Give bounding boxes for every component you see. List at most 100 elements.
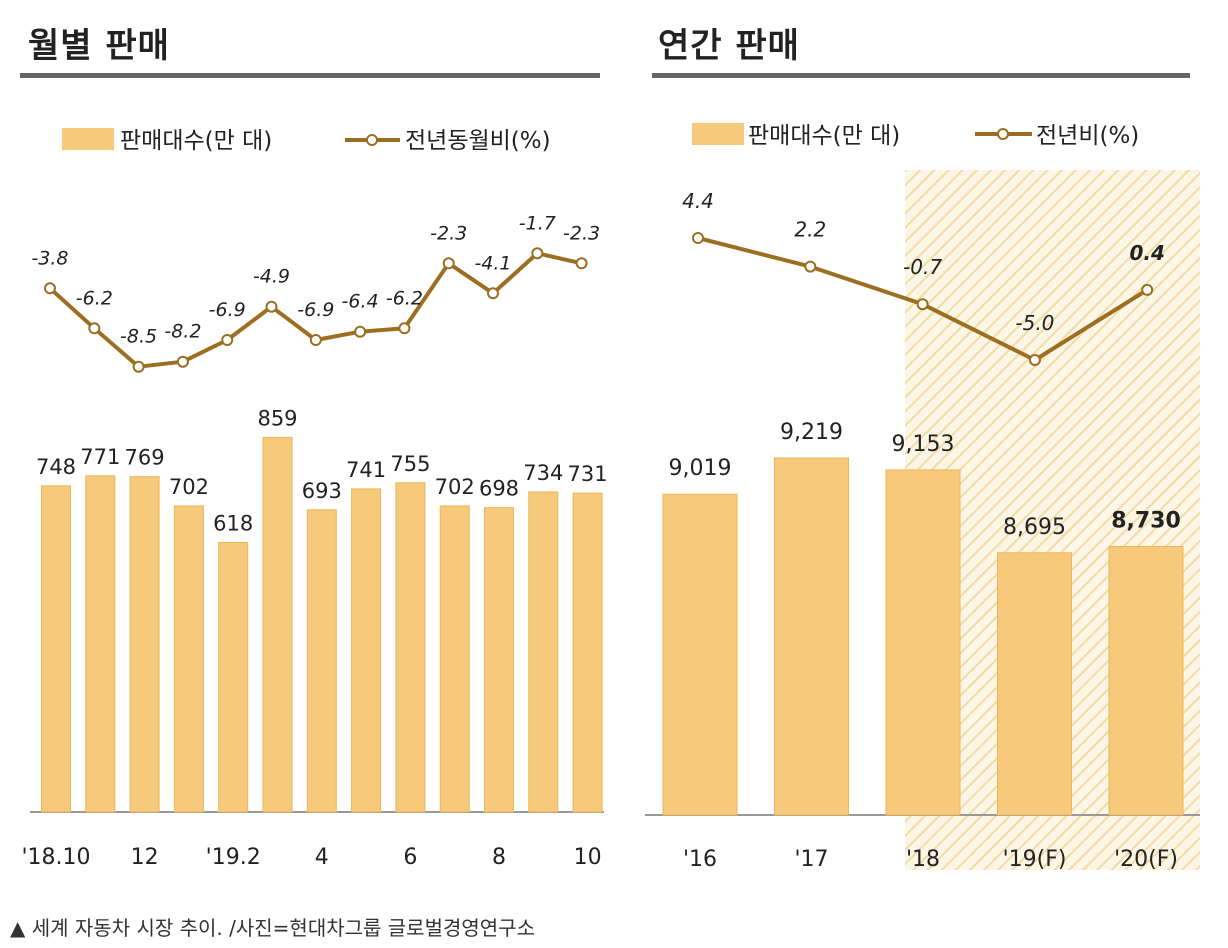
annual-bar [997, 552, 1072, 816]
monthly-bar [572, 492, 603, 813]
monthly-bar [395, 482, 426, 813]
monthly-bar [351, 488, 382, 813]
monthly-bar-label: 702 [435, 475, 475, 499]
monthly-line-point [88, 322, 101, 335]
monthly-line-label: -4.1 [474, 252, 511, 274]
monthly-bar [41, 485, 71, 813]
annual-line-label: 4.4 [682, 189, 714, 213]
annual-bar-label: 9,219 [780, 420, 843, 445]
monthly-legend-line-label: 전년동월비(%) [405, 128, 551, 154]
monthly-tick-label: 10 [574, 845, 602, 870]
monthly-line-label: -6.9 [297, 299, 334, 321]
monthly-line-label: -6.2 [76, 287, 113, 309]
annual-bar [885, 469, 961, 816]
monthly-bar-label: 769 [125, 446, 165, 470]
annual-bar [662, 493, 738, 816]
monthly-bar-label: 748 [36, 455, 76, 479]
annual-legend-bar-swatch [692, 123, 744, 145]
monthly-bar [129, 476, 160, 813]
monthly-legend: 판매대수(만 대) 전년동월비(%) [62, 128, 551, 154]
annual-bar [774, 457, 849, 816]
annual-tick-label: '19(F) [1003, 847, 1067, 872]
monthly-line-point [487, 287, 499, 300]
monthly-bar [484, 507, 514, 813]
annual-bar [1108, 546, 1184, 816]
monthly-tick-label: '19.2 [206, 845, 261, 870]
monthly-bar-label: 859 [257, 406, 297, 430]
monthly-line-label: -2.3 [430, 222, 467, 244]
monthly-bar-label: 771 [80, 445, 120, 469]
annual-tick-label: '16 [683, 847, 717, 872]
annual-legend-line-label: 전년비(%) [1036, 123, 1139, 149]
monthly-line-label: -6.9 [209, 299, 246, 321]
monthly-bar [173, 505, 204, 813]
monthly-tick-label: '18.10 [21, 845, 90, 870]
annual-line-point [1141, 283, 1154, 296]
annual-tick-label: '17 [794, 847, 828, 872]
monthly-tick-label: 8 [492, 845, 506, 870]
annual-chart-title: 연간 판매 [658, 26, 800, 66]
monthly-line-point [44, 282, 56, 295]
annual-bar-label: 8,730 [1111, 509, 1181, 534]
annual-tick-label: '20(F) [1114, 847, 1178, 872]
monthly-legend-line-marker [366, 134, 378, 146]
monthly-bar [439, 505, 470, 813]
monthly-bar-label: 698 [479, 477, 519, 501]
monthly-line-point [132, 360, 145, 373]
caption: ▲ 세계 자동차 시장 추이. /사진=현대차그룹 글로벌경영연구소 [10, 916, 535, 940]
monthly-tick-label: 6 [403, 845, 417, 870]
monthly-line-point [265, 300, 278, 313]
annual-tick-label: '18 [906, 847, 940, 872]
annual-title-rule [652, 73, 1190, 78]
monthly-bar [262, 436, 293, 813]
annual-line-label: -0.7 [903, 255, 942, 279]
monthly-chart-title: 월별 판매 [28, 26, 170, 66]
monthly-line-point [575, 257, 588, 270]
annual-legend-line-marker [997, 128, 1009, 140]
annual-line: 4.4 2.2 -0.7 -5.0 0.4 [682, 189, 1165, 366]
monthly-bar [85, 475, 116, 813]
annual-bar-label: 8,695 [1003, 515, 1066, 540]
annual-bars: 9,019 '16 9,219 '17 9,153 '18 8,695 '19(F) 8,730… [662, 420, 1184, 872]
monthly-line-point [398, 322, 411, 335]
annual-line-point [916, 298, 929, 311]
monthly-line-point [221, 334, 234, 346]
monthly-bar-label: 731 [568, 462, 608, 486]
monthly-line-label: -4.9 [253, 266, 290, 288]
monthly-legend-bar-swatch [62, 128, 114, 150]
monthly-bar-label: 702 [169, 475, 209, 499]
annual-line-label: 0.4 [1129, 241, 1164, 265]
monthly-line-label: -3.8 [31, 247, 68, 269]
monthly-tick-label: 4 [315, 845, 329, 870]
monthly-bar-label: 734 [523, 461, 563, 485]
monthly-tick-label: 12 [131, 845, 159, 870]
monthly-line-label: -6.2 [386, 287, 423, 309]
monthly-line-label: -2.3 [563, 222, 600, 244]
annual-legend: 판매대수(만 대) 전년비(%) [692, 123, 1139, 149]
monthly-line-point [442, 257, 455, 270]
monthly-bar-label: 755 [390, 452, 430, 476]
monthly-line-label: -6.4 [342, 291, 379, 313]
monthly-title-rule [20, 73, 600, 78]
annual-bar-label: 9,153 [892, 432, 955, 457]
monthly-bar-label: 618 [213, 512, 253, 536]
annual-line-label: -5.0 [1015, 311, 1054, 335]
monthly-line-label: -8.2 [164, 321, 201, 343]
monthly-line: -3.8 -6.2 -8.5 -8.2 -6.9 -4.9 -6.9 -6.4 -6.2 -2.3… [31, 212, 600, 373]
monthly-line-point [309, 334, 322, 346]
annual-bar-label: 9,019 [669, 456, 732, 481]
annual-legend-bar-label: 판매대수(만 대) [748, 123, 900, 149]
monthly-legend-bar-label: 판매대수(만 대) [120, 128, 272, 154]
annual-line-label: 2.2 [794, 218, 826, 242]
monthly-bar-label: 693 [302, 479, 342, 503]
annual-line-point [692, 232, 704, 244]
monthly-bar [218, 542, 249, 813]
monthly-bar-label: 741 [346, 458, 386, 482]
monthly-line-label: -1.7 [519, 212, 556, 234]
annual-line-point [804, 260, 817, 273]
monthly-bar [306, 509, 337, 813]
monthly-line-point [531, 247, 544, 260]
monthly-line-point [176, 355, 189, 368]
